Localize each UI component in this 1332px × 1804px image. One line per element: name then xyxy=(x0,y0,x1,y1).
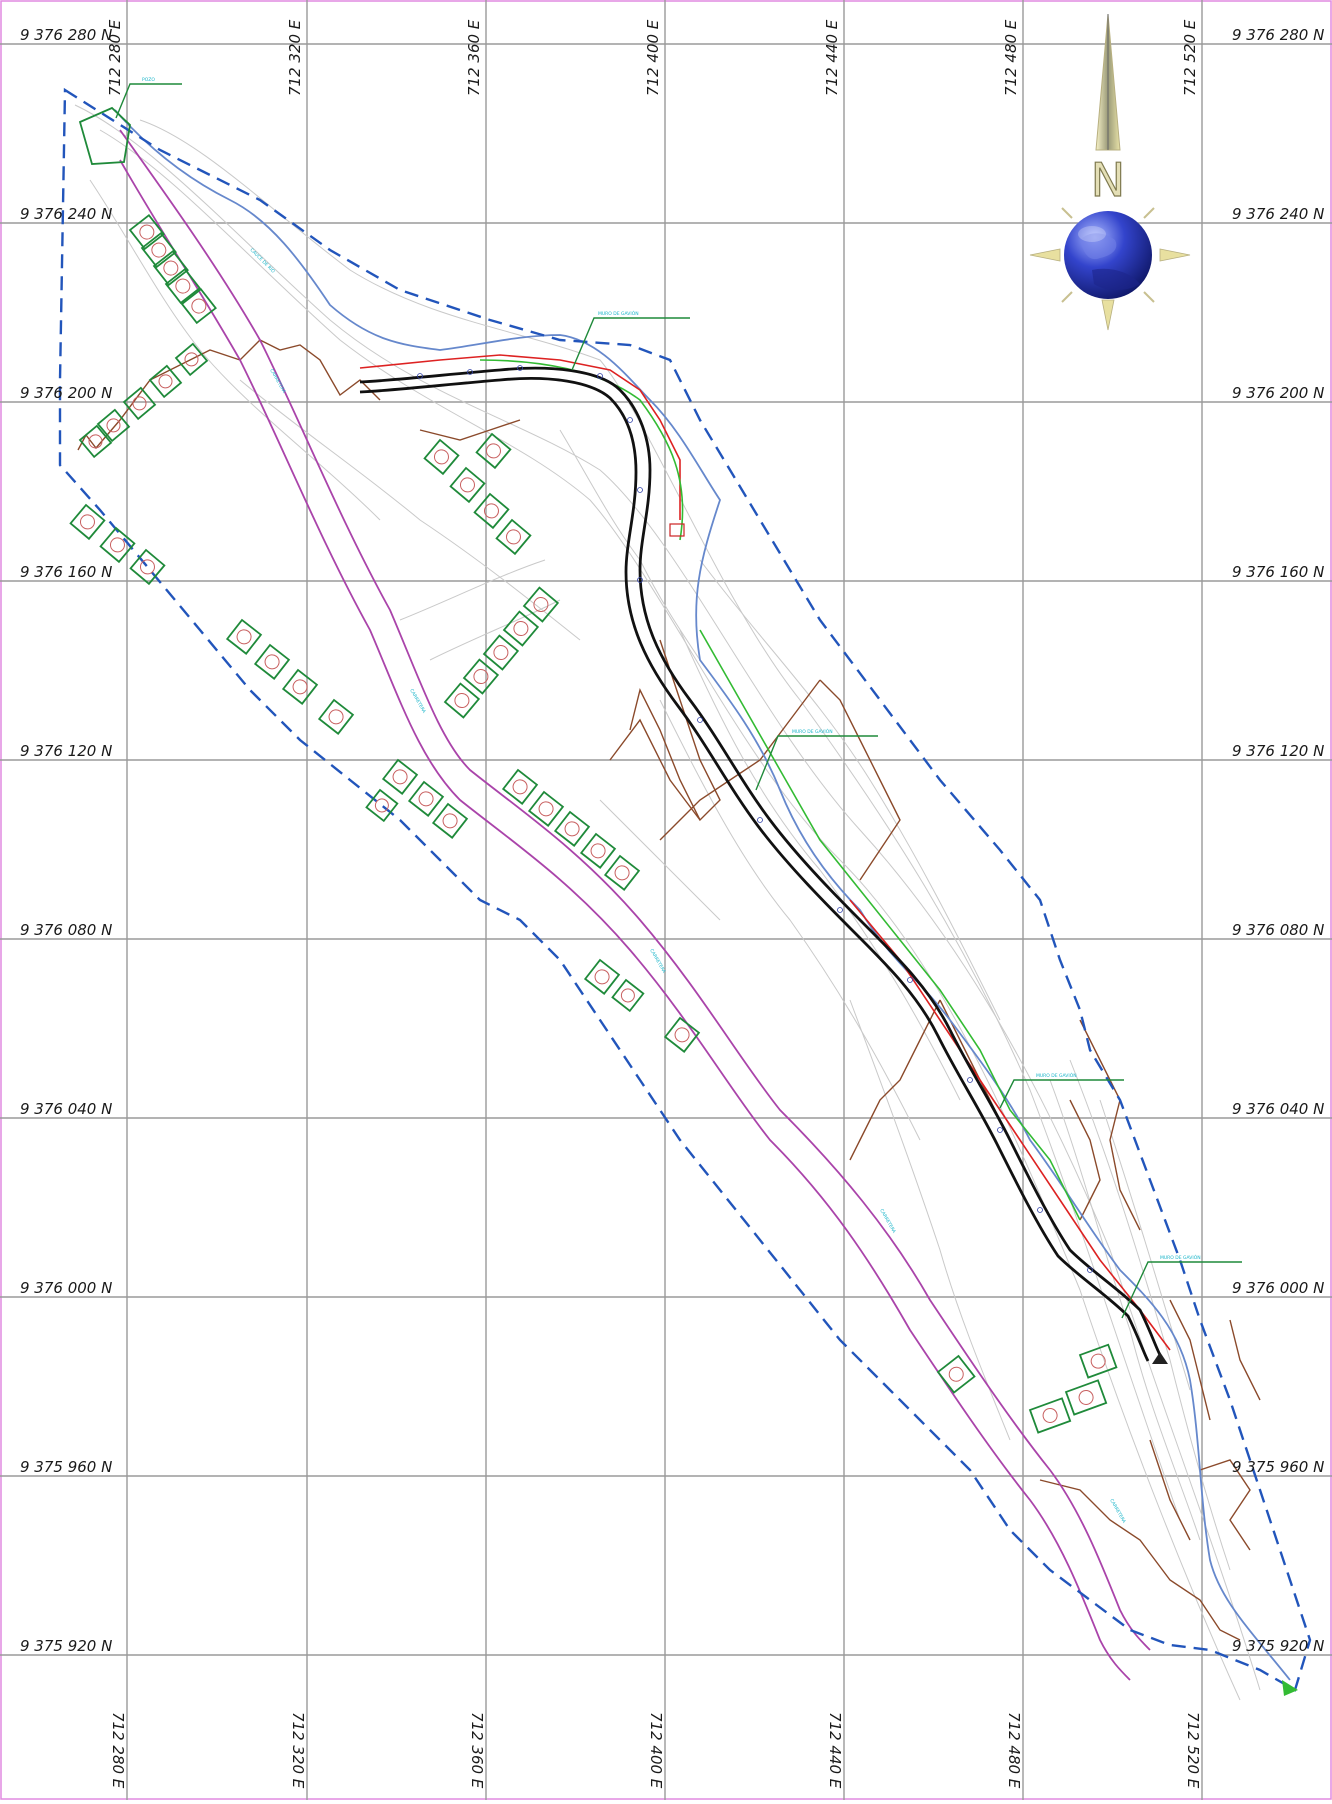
easting-labels-bottom: 712 280 E 712 320 E 712 360 E 712 400 E … xyxy=(109,1712,1202,1789)
easting-label: 712 400 E xyxy=(647,1712,665,1789)
northing-label: 9 375 920 N xyxy=(1232,1637,1324,1655)
muro-gaviones-label-2: MURO DE GAVIÓN xyxy=(792,728,833,735)
northing-labels-left: 9 376 280 N 9 376 240 N 9 376 200 N 9 37… xyxy=(20,26,112,1655)
northing-label: 9 376 040 N xyxy=(20,1100,112,1118)
northing-labels-right: 9 376 280 N 9 376 240 N 9 376 200 N 9 37… xyxy=(1232,26,1324,1655)
alignment-red-line-2 xyxy=(849,899,1171,1351)
alignment-green-line xyxy=(479,359,684,541)
northing-label: 9 376 080 N xyxy=(1232,921,1324,939)
easting-label: 712 320 E xyxy=(286,19,304,96)
pozo-label: POZO xyxy=(142,77,155,83)
muro-gaviones-label-3: MURO DE GAVIÓN xyxy=(1036,1072,1077,1079)
compass-rose-icon: N xyxy=(1029,13,1191,331)
terrain-lines xyxy=(77,339,1261,1641)
northing-label: 9 376 240 N xyxy=(20,205,112,223)
northing-label: 9 376 240 N xyxy=(1232,205,1324,223)
road xyxy=(119,129,1151,1681)
easting-label: 712 360 E xyxy=(465,19,483,96)
easting-label: 712 320 E xyxy=(289,1712,307,1789)
easting-labels-top: 712 280 E 712 320 E 712 360 E 712 400 E … xyxy=(106,19,1199,96)
muro-gaviones-label-4: MURO DE GAVIÓN xyxy=(1160,1254,1201,1261)
easting-label: 712 440 E xyxy=(826,1712,844,1789)
northing-label: 9 375 960 N xyxy=(1232,1458,1324,1476)
easting-label: 712 360 E xyxy=(468,1712,486,1789)
northing-label: 9 376 120 N xyxy=(1232,742,1324,760)
globe-icon xyxy=(1064,211,1152,299)
northing-label: 9 375 960 N xyxy=(20,1458,112,1476)
northing-label: 9 376 160 N xyxy=(20,563,112,581)
alignment-red-line xyxy=(359,354,681,520)
northing-label: 9 376 040 N xyxy=(1232,1100,1324,1118)
easting-label: 712 480 E xyxy=(1002,19,1020,96)
main-alignment xyxy=(359,366,1162,1362)
station-marks xyxy=(417,365,1093,1273)
northing-label: 9 376 200 N xyxy=(1232,384,1324,402)
northing-label: 9 376 120 N xyxy=(20,742,112,760)
red-triangle-marker xyxy=(1152,1352,1168,1364)
well-row xyxy=(128,213,165,251)
easting-label: 712 520 E xyxy=(1184,1712,1202,1789)
northing-label: 9 376 280 N xyxy=(20,26,112,44)
muro-gaviones-label-1: MURO DE GAVIÓN xyxy=(598,310,639,317)
easting-label: 712 520 E xyxy=(1181,19,1199,96)
feature-labels: POZO MURO DE GAVIÓN MURO DE GAVIÓN MURO … xyxy=(142,77,1201,1525)
northing-label: 9 376 200 N xyxy=(20,384,112,402)
easting-label: 712 480 E xyxy=(1005,1712,1023,1789)
northing-label: 9 376 080 N xyxy=(20,921,112,939)
easting-label: 712 280 E xyxy=(106,19,124,96)
northing-label: 9 376 280 N xyxy=(1232,26,1324,44)
pozo-structure xyxy=(78,106,131,165)
northing-label: 9 376 160 N xyxy=(1232,563,1324,581)
easting-label: 712 440 E xyxy=(823,19,841,96)
callout-leaders xyxy=(115,83,1242,1319)
alignment-green-line-2 xyxy=(699,629,1081,1221)
cauce-label: CAUCE DE RÍO xyxy=(249,246,277,274)
easting-label: 712 400 E xyxy=(644,19,662,96)
green-triangle-marker xyxy=(1282,1680,1298,1696)
compass-north-letter: N xyxy=(1091,153,1125,207)
carretera-label-1: CARRETERA xyxy=(268,368,287,395)
northing-label: 9 376 000 N xyxy=(20,1279,112,1297)
red-marker xyxy=(669,523,685,537)
topographic-contours xyxy=(74,104,1261,1701)
project-boundary xyxy=(58,87,1312,1692)
river-channel xyxy=(114,109,1291,1681)
well-structures xyxy=(69,106,1118,1434)
easting-label: 712 280 E xyxy=(109,1712,127,1789)
carretera-label-4: CARRETERA xyxy=(878,1208,897,1235)
northing-label: 9 376 000 N xyxy=(1232,1279,1324,1297)
northing-label: 9 375 920 N xyxy=(20,1637,112,1655)
